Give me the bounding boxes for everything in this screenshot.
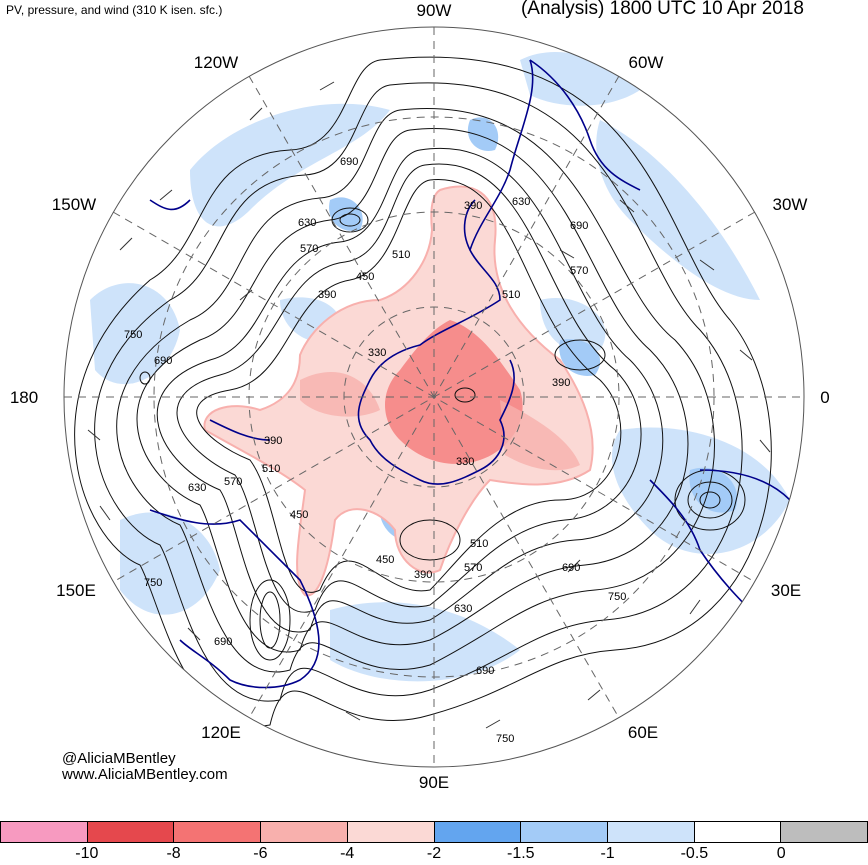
contour-label: 690 xyxy=(562,562,580,574)
polar-map: 690 630 570 510 450 390 330 630 690 570 … xyxy=(10,1,830,792)
contour-label: 390 xyxy=(318,289,336,301)
map-boundary xyxy=(63,26,805,768)
contour-label: 390 xyxy=(552,377,570,389)
colorbar-segment xyxy=(607,822,695,842)
lon-label-90w: 90W xyxy=(417,1,452,20)
colorbar-segment xyxy=(1,822,88,842)
colorbar-tick-label: -2 xyxy=(426,845,442,862)
longitude-labels: 90W 60W 30W 0 30E 60E 90E 120E 150E 180 … xyxy=(10,1,830,792)
lon-label-0: 0 xyxy=(820,388,829,407)
colorbar-segment xyxy=(174,822,262,842)
lon-label-150w: 150W xyxy=(52,195,96,214)
colorbar-labels: -10 -8 -6 -4 -2 -1.5 -1 -0.5 0 xyxy=(0,845,868,865)
lat-lon-grid xyxy=(64,27,804,767)
contour-label: 390 xyxy=(264,435,282,447)
contour-label: 690 xyxy=(570,220,588,232)
contour-label: 630 xyxy=(512,196,530,208)
lon-label-60e: 60E xyxy=(628,723,658,742)
contour-label: 750 xyxy=(144,577,162,589)
contour-label: 510 xyxy=(392,249,410,261)
pv-colorbar xyxy=(0,821,868,843)
lon-label-150e: 150E xyxy=(56,581,96,600)
colorbar-segment xyxy=(781,822,868,842)
wind-barbs xyxy=(87,81,771,729)
colorbar-segment xyxy=(521,822,608,842)
colorbar-segment xyxy=(87,822,175,842)
analysis-time-title: (Analysis) 1800 UTC 10 Apr 2018 xyxy=(520,0,804,19)
contour-labels: 690 630 570 510 450 390 330 630 690 570 … xyxy=(124,156,626,745)
colorbar-tick-label: -1.5 xyxy=(507,845,535,862)
contour-label: 510 xyxy=(502,289,520,301)
colorbar-segment xyxy=(347,822,435,842)
lon-label-180: 180 xyxy=(10,388,38,407)
colorbar-segment xyxy=(261,822,348,842)
lon-label-120w: 120W xyxy=(194,53,238,72)
contour-label: 570 xyxy=(300,243,318,255)
map-field xyxy=(64,27,804,767)
contour-label: 750 xyxy=(124,329,142,341)
colorbar-tick-label: -10 xyxy=(75,845,99,862)
contour-label: 510 xyxy=(262,463,280,475)
colorbar-tick-label: -6 xyxy=(253,845,268,862)
colorbar-tick-label: -1 xyxy=(600,845,615,862)
chart-subtitle: PV, pressure, and wind (310 K isen. sfc.… xyxy=(6,3,223,17)
colorbar-segment xyxy=(434,822,522,842)
contour-label: 750 xyxy=(608,591,626,603)
lon-label-90e: 90E xyxy=(419,773,449,792)
pv-light-blue-areas xyxy=(90,51,790,682)
contour-label: 630 xyxy=(454,603,472,615)
lon-label-60w: 60W xyxy=(629,53,664,72)
contour-label: 690 xyxy=(340,156,358,168)
lon-label-120e: 120E xyxy=(201,723,241,742)
contour-label: 630 xyxy=(298,217,316,229)
contour-label: 690 xyxy=(154,355,172,367)
contour-label: 630 xyxy=(188,482,206,494)
lon-label-30w: 30W xyxy=(773,195,808,214)
contour-label: 570 xyxy=(224,476,242,488)
contour-label: 690 xyxy=(476,665,494,677)
pv-red-arm-east xyxy=(500,400,580,471)
lon-label-30e: 30E xyxy=(771,581,801,600)
contour-label: 450 xyxy=(376,554,394,566)
contour-label: 510 xyxy=(470,538,488,550)
contour-label: 750 xyxy=(496,733,514,745)
contour-label: 570 xyxy=(570,265,588,277)
contour-label: 390 xyxy=(464,200,482,212)
contour-label: 570 xyxy=(464,562,482,574)
contour-label: 450 xyxy=(356,271,374,283)
contour-label: 330 xyxy=(456,456,474,468)
pv-dark-red-area xyxy=(385,320,523,464)
colorbar-tick-label: 0 xyxy=(776,845,786,862)
colorbar-tick-label: -0.5 xyxy=(680,845,709,862)
contour-label: 390 xyxy=(414,569,432,581)
colorbar-tick-label: -8 xyxy=(166,845,181,862)
contour-label: 330 xyxy=(368,347,386,359)
credit-handle: @AliciaMBentley xyxy=(62,750,176,767)
colorbar-segment xyxy=(694,822,782,842)
colorbar-tick-label: -4 xyxy=(340,845,355,862)
contour-label: 450 xyxy=(290,509,308,521)
credit-website[interactable]: www.AliciaMBentley.com xyxy=(62,766,228,783)
contour-label: 690 xyxy=(214,636,232,648)
